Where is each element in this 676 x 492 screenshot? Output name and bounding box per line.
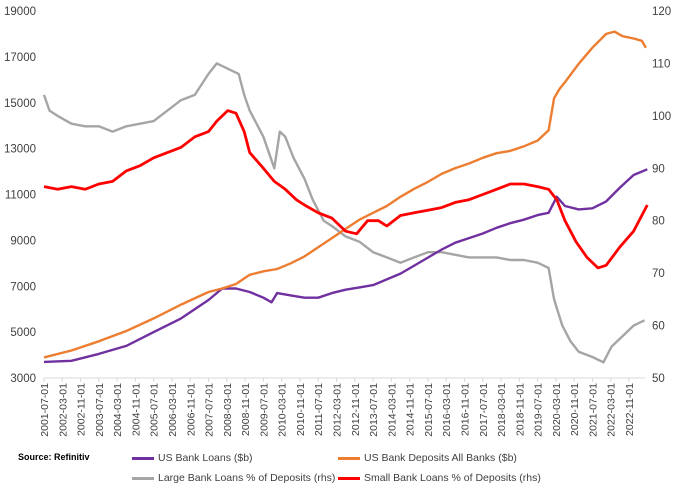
left-tick-label: 19000 (4, 6, 36, 18)
x-tick-label: 2012-03-01 (332, 383, 344, 437)
x-tick-label: 2019-07-01 (533, 383, 545, 437)
x-tick-label: 2017-07-01 (478, 383, 490, 437)
x-tick-label: 2010-03-01 (277, 383, 289, 437)
x-tick-label: 2001-07-01 (39, 383, 51, 437)
x-axis: 2001-07-01 2002-03-01 2002-11-01 2003-07-01… (39, 377, 645, 437)
x-tick-label: 2006-11-01 (185, 383, 197, 436)
legend-swatch-loans (132, 456, 154, 460)
x-tick-label: 2022-11-01 (624, 383, 636, 436)
left-tick-label: 17000 (4, 52, 36, 64)
legend-item-deposits: US Bank Deposits All Banks ($b) (338, 452, 517, 464)
x-tick-label: 2014-03-01 (386, 383, 398, 437)
right-tick-label: 110 (652, 58, 670, 70)
x-tick-label: 2016-11-01 (459, 383, 471, 436)
series-line-large-ratio (42, 62, 646, 364)
series-line-small-ratio (43, 109, 649, 270)
right-tick-label: 50 (652, 373, 665, 385)
x-tick-label: 2010-11-01 (295, 383, 307, 436)
left-tick-label: 3000 (10, 373, 36, 385)
right-tick-label: 60 (652, 321, 665, 333)
legend-label-small-ratio: Small Bank Loans % of Deposits (rhs) (364, 472, 541, 484)
x-tick-label: 2018-11-01 (514, 383, 526, 436)
x-tick-label: 2003-07-01 (94, 383, 106, 437)
right-tick-label: 70 (652, 268, 665, 280)
x-tick-label: 2013-07-01 (368, 383, 380, 437)
right-tick-label: 100 (652, 111, 671, 123)
right-tick-label: 90 (652, 163, 665, 175)
x-tick-label: 2011-07-01 (313, 383, 325, 436)
x-tick-label: 2004-11-01 (130, 383, 142, 436)
left-tick-label: 11000 (5, 190, 36, 202)
x-tick-label: 2008-11-01 (240, 383, 252, 436)
x-tick-label: 2002-03-01 (57, 383, 69, 437)
left-tick-label: 13000 (4, 144, 36, 156)
left-tick-label: 7000 (10, 281, 36, 293)
x-tick-label: 2014-11-01 (405, 383, 417, 436)
left-tick-label: 9000 (10, 235, 36, 247)
x-tick-label: 2002-11-01 (76, 383, 88, 436)
source-note: Source: Refinitiv (18, 452, 90, 462)
right-tick-label: 80 (652, 216, 665, 228)
series-line-deposits (43, 30, 647, 359)
x-tick-label: 2006-03-01 (167, 383, 179, 437)
legend-swatch-large-ratio (132, 476, 154, 480)
x-tick-label: 2021-07-01 (587, 383, 599, 437)
x-tick-label: 2007-07-01 (204, 383, 216, 437)
legend-item-small-ratio: Small Bank Loans % of Deposits (rhs) (338, 472, 541, 484)
left-axis: 3000 5000 7000 9000 11000 13000 15000 17000 1900… (4, 6, 36, 385)
series-line-loans (43, 168, 648, 364)
legend-item-large-ratio: Large Bank Loans % of Deposits (rhs) (132, 472, 335, 484)
legend-label-deposits: US Bank Deposits All Banks ($b) (364, 452, 517, 464)
x-tick-label: 2018-03-01 (496, 383, 508, 437)
right-tick-label: 120 (652, 6, 671, 18)
legend-label-loans: US Bank Loans ($b) (158, 452, 253, 464)
x-tick-label: 2020-03-01 (551, 383, 563, 437)
x-tick-label: 2012-11-01 (350, 383, 362, 436)
x-tick-label: 2022-03-01 (606, 383, 618, 437)
right-axis: 50 60 70 80 90 100 110 120 (652, 6, 671, 385)
legend-label-large-ratio: Large Bank Loans % of Deposits (rhs) (158, 472, 336, 484)
x-tick-label: 2020-11-01 (569, 383, 581, 436)
x-tick-label: 2015-07-01 (423, 383, 435, 437)
x-tick-label: 2005-07-01 (149, 383, 161, 437)
legend-swatch-small-ratio (338, 476, 360, 480)
series-layer (42, 30, 649, 364)
legend-swatch-deposits (338, 456, 360, 460)
x-tick-label: 2008-03-01 (222, 383, 234, 437)
x-tick-label: 2016-03-01 (441, 383, 453, 437)
left-tick-label: 5000 (10, 327, 36, 339)
x-tick-label: 2009-07-01 (258, 383, 270, 437)
x-tick-label: 2004-03-01 (112, 383, 124, 437)
legend-item-loans: US Bank Loans ($b) (132, 452, 253, 464)
left-tick-label: 15000 (4, 98, 36, 110)
